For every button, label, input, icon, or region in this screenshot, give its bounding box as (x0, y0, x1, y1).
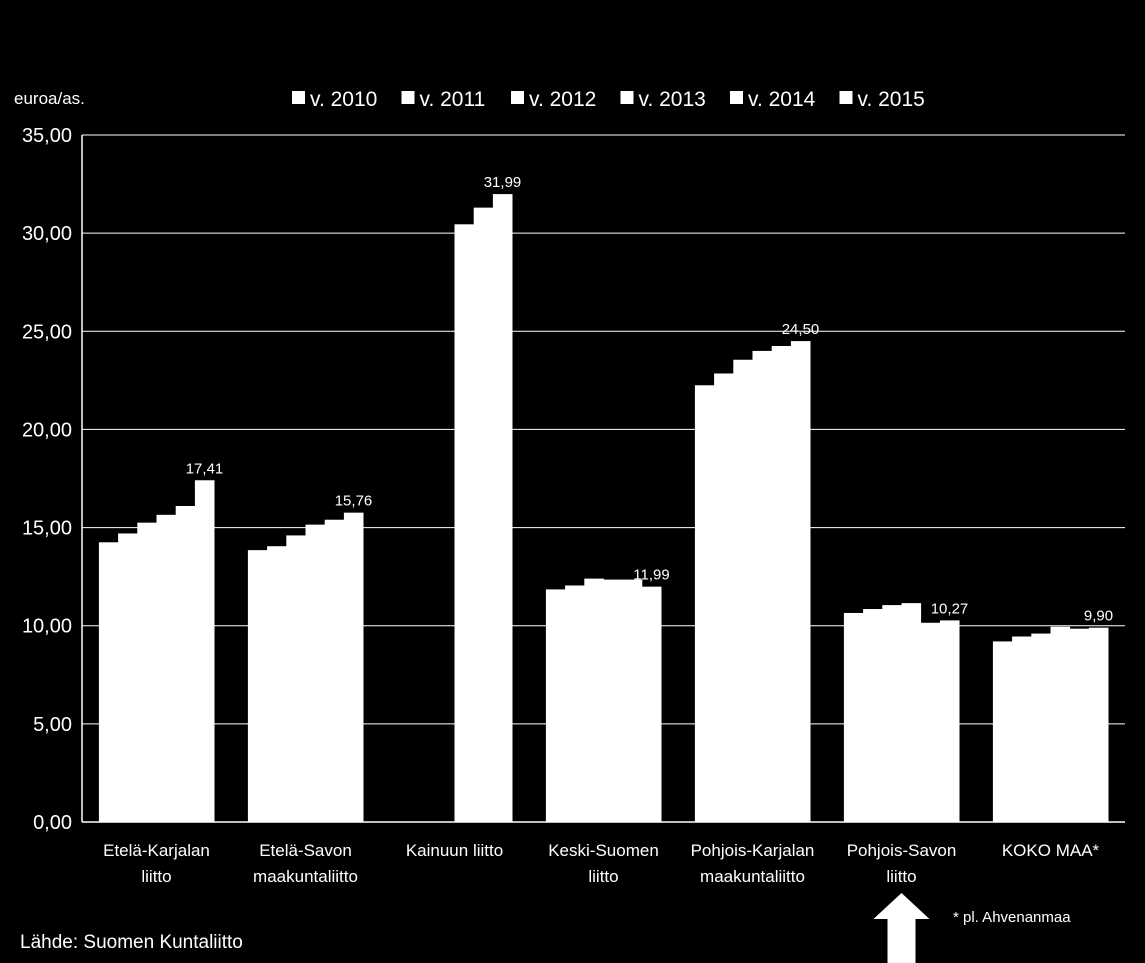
bar (1031, 633, 1051, 822)
y-tick-label: 10,00 (22, 616, 72, 638)
category-label: Kainuun liitto (406, 841, 503, 860)
bar (714, 373, 734, 822)
bar (343, 512, 364, 822)
y-tick-label: 25,00 (22, 321, 72, 343)
bar (843, 612, 864, 822)
legend-swatch (511, 91, 524, 104)
bar (622, 579, 643, 822)
legend-entry: v. 2013 (639, 88, 706, 111)
data-label: 15,76 (335, 493, 373, 510)
legend: v. 2010 v. 2011 v. 2012 v. 2013 v. 2014 v. 20… (292, 88, 925, 111)
legend-swatch (292, 91, 305, 104)
bar (98, 542, 119, 822)
bar (454, 224, 475, 822)
data-label: 10,27 (931, 600, 969, 617)
source-label: Lähde: Suomen Kuntaliitto (20, 932, 243, 953)
y-tick-label: 30,00 (22, 223, 72, 245)
bar (473, 207, 494, 822)
legend-entry: v. 2011 (420, 88, 486, 111)
bar (863, 609, 883, 822)
bar (286, 535, 306, 822)
bar (790, 341, 811, 822)
category-label: liitto (141, 867, 171, 886)
bar (175, 505, 196, 822)
data-label: 24,50 (782, 321, 820, 338)
y-tick-label: 0,00 (33, 812, 72, 834)
data-label: 31,99 (484, 174, 522, 191)
legend-entry: v. 2010 (310, 88, 377, 111)
category-label: maakuntaliitto (253, 867, 358, 886)
bar (603, 579, 624, 822)
bars (98, 194, 1109, 822)
category-label: Keski-Suomen (548, 841, 659, 860)
y-axis-ticks: 0,00 5,00 10,00 15,00 20,00 25,00 30,00 35,00 (22, 125, 72, 834)
legend-swatch (401, 91, 415, 104)
bar (901, 603, 922, 822)
data-label: 9,90 (1084, 608, 1113, 625)
bar (584, 578, 604, 822)
bar (194, 480, 215, 822)
category-label: Pohjois-Savon (847, 841, 957, 860)
category-label: KOKO MAA* (1002, 841, 1100, 860)
data-label: 17,41 (186, 460, 224, 477)
footnote: * pl. Ahvenanmaa (953, 909, 1071, 926)
bar (324, 519, 345, 822)
bar (771, 346, 792, 822)
legend-swatch (620, 91, 634, 104)
data-label: 11,99 (633, 567, 669, 584)
bar (882, 605, 902, 822)
y-tick-label: 15,00 (22, 518, 72, 540)
y-tick-label: 5,00 (33, 714, 72, 736)
bar (641, 586, 662, 822)
bar (492, 194, 513, 822)
bar (565, 585, 585, 822)
category-labels: Etelä-Karjalan liitto Etelä-Savon maakuntal… (103, 841, 1099, 886)
bar (1050, 626, 1071, 822)
category-label: liitto (886, 867, 916, 886)
category-label: Pohjois-Karjalan (691, 841, 815, 860)
up-arrow-icon (873, 893, 930, 963)
category-label: liitto (588, 867, 618, 886)
y-tick-label: 20,00 (22, 419, 72, 441)
legend-swatch (839, 91, 853, 104)
bar (1088, 627, 1109, 822)
bar (752, 350, 773, 822)
bar (545, 589, 566, 822)
y-axis-label: euroa/as. (14, 89, 85, 108)
category-label: Etelä-Savon (259, 841, 352, 860)
legend-entry: v. 2012 (529, 88, 596, 111)
bar (1069, 628, 1090, 822)
bar (137, 522, 157, 822)
bar (992, 641, 1013, 822)
data-labels: 17,41 15,76 31,99 11,99 24,50 10,27 9,90 (186, 174, 1113, 625)
bar (939, 620, 960, 822)
category-label: Etelä-Karjalan (103, 841, 210, 860)
bar (118, 533, 138, 822)
legend-entry: v. 2014 (748, 88, 816, 111)
bar (267, 546, 287, 822)
legend-entry: v. 2015 (858, 88, 925, 111)
bar (1012, 636, 1032, 822)
legend-swatch (730, 91, 743, 104)
bar (733, 359, 753, 822)
category-label: maakuntaliitto (700, 867, 805, 886)
y-tick-label: 35,00 (22, 125, 72, 147)
bar (247, 550, 268, 822)
bar (305, 524, 326, 822)
bar (156, 514, 177, 822)
bar (694, 385, 715, 822)
bar (920, 622, 941, 822)
